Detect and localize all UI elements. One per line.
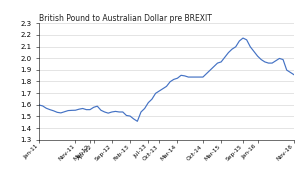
Text: British Pound to Australian Dollar pre BREXIT: British Pound to Australian Dollar pre B… [39, 14, 212, 23]
